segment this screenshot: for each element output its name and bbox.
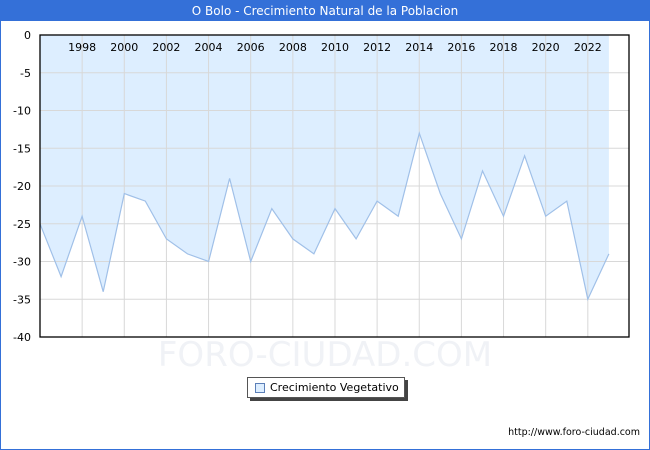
x-tick-label: 2010 xyxy=(321,41,349,54)
x-tick-label: 2000 xyxy=(110,41,138,54)
y-tick-label: -5 xyxy=(20,67,31,80)
y-tick-label: -25 xyxy=(13,218,31,231)
y-tick-label: -20 xyxy=(13,180,31,193)
x-tick-label: 2002 xyxy=(152,41,180,54)
y-tick-label: -15 xyxy=(13,142,31,155)
y-tick-label: -40 xyxy=(13,331,31,344)
legend-label: Crecimiento Vegetativo xyxy=(270,381,399,394)
x-tick-label: 2018 xyxy=(490,41,518,54)
x-tick-label: 2016 xyxy=(447,41,475,54)
legend: Crecimiento Vegetativo xyxy=(247,377,405,398)
x-tick-label: 2022 xyxy=(574,41,602,54)
legend-swatch xyxy=(255,383,265,393)
x-tick-label: 2020 xyxy=(532,41,560,54)
chart-title: O Bolo - Crecimiento Natural de la Pobla… xyxy=(191,4,459,18)
x-tick-label: 1998 xyxy=(68,41,96,54)
data-line xyxy=(39,131,610,302)
y-tick-label: -35 xyxy=(13,293,31,306)
x-tick-label: 2014 xyxy=(405,41,433,54)
watermark: FORO-CIUDAD.COM xyxy=(158,335,492,375)
x-tick-label: 2004 xyxy=(195,41,223,54)
y-tick-label: -30 xyxy=(13,256,31,269)
y-tick-label: -10 xyxy=(13,105,31,118)
plot-border xyxy=(39,34,630,338)
x-tick-label: 2006 xyxy=(237,41,265,54)
area-fill xyxy=(40,35,609,300)
y-tick-label: 0 xyxy=(24,29,31,42)
source-url: http://www.foro-ciudad.com xyxy=(508,427,640,438)
x-tick-label: 2012 xyxy=(363,41,391,54)
x-tick-label: 2008 xyxy=(279,41,307,54)
